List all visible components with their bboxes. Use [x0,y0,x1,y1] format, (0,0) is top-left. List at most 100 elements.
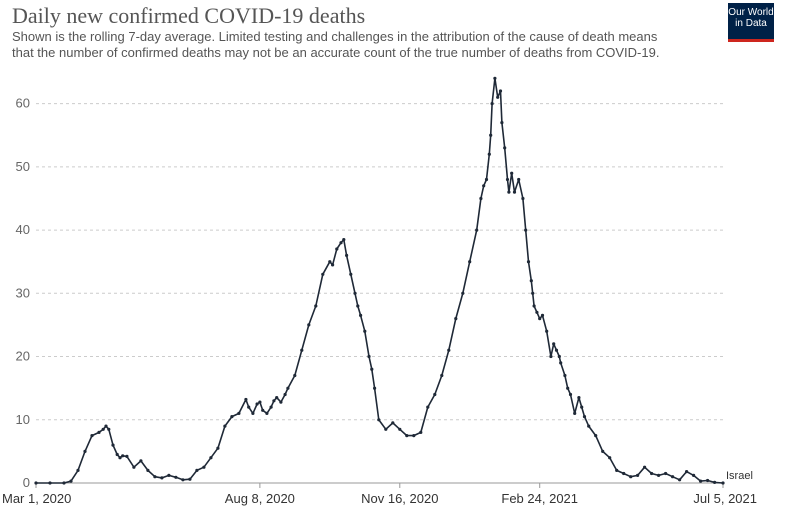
data-point [391,421,395,425]
data-point [440,373,444,378]
data-point [721,481,725,485]
data-point [532,304,536,308]
data-point [490,102,494,106]
data-point [269,405,273,409]
chart-subtitle: Shown is the rolling 7-day average. Limi… [12,29,712,61]
data-point [419,430,423,434]
data-point [678,478,682,482]
data-point [493,76,497,80]
data-point [594,434,598,438]
data-point [69,479,73,483]
x-tick-label-0: Mar 1, 2020 [2,491,71,506]
data-point [685,470,689,474]
data-point [622,471,626,476]
data-point [139,459,143,463]
data-point [83,449,87,453]
data-point [174,475,178,479]
data-point [279,400,283,404]
data-point [535,310,539,314]
data-point [349,272,353,276]
data-point [671,475,675,479]
data-point [524,228,528,232]
data-point [538,317,542,321]
data-point [454,317,458,321]
data-point [461,291,465,295]
data-point [573,411,577,415]
x-tick-label-2: Nov 16, 2020 [361,491,438,506]
data-point [554,348,559,352]
data-point [339,241,343,245]
data-point [359,313,363,317]
data-point [507,190,511,194]
logo-line-1: Our World [728,7,774,18]
data-point [181,478,185,482]
data-point [286,386,290,390]
data-point [353,291,357,295]
data-point [283,392,287,397]
data-point [216,446,220,450]
data-point [580,405,584,409]
data-point [650,471,654,476]
data-point [582,415,587,419]
data-point [363,329,367,333]
data-point [475,228,479,232]
data-point [125,454,129,458]
data-point [370,367,374,371]
data-point [568,392,573,397]
data-point [272,399,276,403]
data-point [587,424,591,428]
data-point [664,471,668,476]
data-point [261,408,265,412]
data-point [405,434,409,438]
data-point [255,402,259,406]
data-point [153,475,157,479]
data-point [505,177,510,182]
our-world-in-data-logo[interactable]: Our World in Data [728,3,774,42]
data-point [107,427,111,431]
y-tick-label-60: 60 [16,96,30,111]
data-point [643,465,647,469]
data-point [258,400,262,404]
data-point [531,291,535,295]
y-tick-label-30: 30 [16,285,30,300]
data-point [230,415,234,419]
data-point [367,354,371,359]
data-point [500,121,504,125]
y-tick-label-20: 20 [16,349,30,364]
data-point [657,473,661,477]
data-point [557,354,561,359]
data-point [188,477,192,481]
logo-line-2: in Data [735,18,767,29]
data-point [615,468,619,472]
data-point [244,397,248,402]
y-tick-label-0: 0 [23,475,30,490]
data-point [223,424,227,428]
data-point [699,479,703,483]
data-point [118,456,122,460]
data-point [48,481,52,485]
y-tick-label-10: 10 [16,412,30,427]
data-point [636,473,640,477]
data-point [692,473,696,477]
data-point [251,411,255,415]
data-point [487,152,491,156]
data-point [412,434,416,438]
series-line-israel [36,77,724,484]
data-point [76,468,80,472]
data-point [629,475,633,479]
data-point [503,146,507,150]
data-point [342,238,346,242]
data-point [209,456,213,460]
data-point [426,405,430,409]
data-point [90,434,94,438]
data-point [601,449,605,453]
data-point [526,260,531,264]
data-point [510,171,514,175]
data-point [398,427,402,431]
data-point [489,133,493,137]
data-point [101,427,105,431]
data-point [540,313,545,317]
data-point [577,396,581,400]
data-point [549,354,553,359]
data-point [356,304,360,308]
